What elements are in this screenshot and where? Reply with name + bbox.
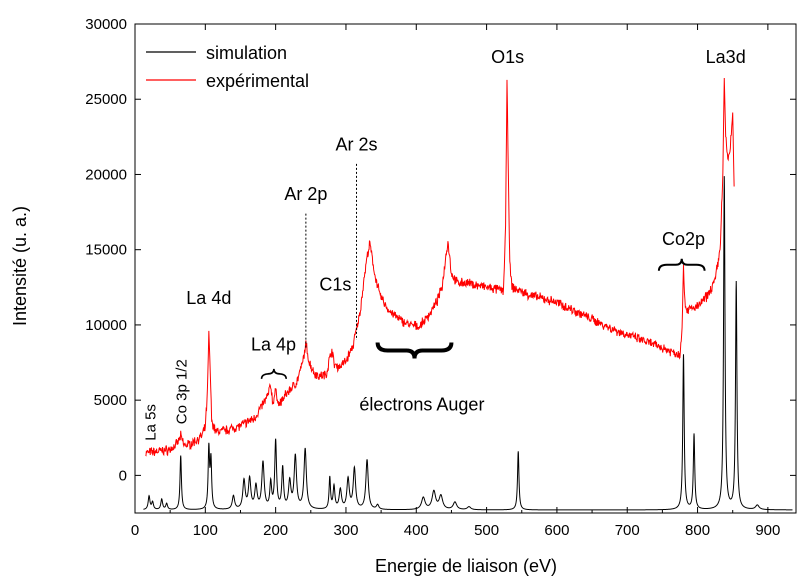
x-tick-label: 300: [333, 522, 358, 539]
y-tick-label: 25000: [85, 91, 127, 108]
annotation-label: Co2p: [662, 229, 705, 249]
y-tick-label: 15000: [85, 242, 127, 259]
co2p-brace: [657, 258, 706, 271]
annotation-label: Ar 2p: [284, 184, 327, 204]
y-tick-label: 30000: [85, 16, 127, 33]
x-tick-label: 900: [755, 522, 780, 539]
plot-frame: [134, 23, 797, 514]
x-tick-label: 500: [474, 522, 499, 539]
la4p-brace: [260, 368, 287, 379]
x-tick-label: 400: [404, 522, 429, 539]
y-tick-label: 0: [119, 467, 127, 484]
annotation-label: Ar 2s: [335, 134, 377, 154]
x-tick-label: 0: [131, 522, 139, 539]
x-tick-label: 200: [263, 522, 288, 539]
legend-label-experimental: expérimental: [206, 71, 309, 91]
y-tick-label: 5000: [94, 392, 127, 409]
legend: simulation expérimental: [146, 43, 309, 91]
x-tick-label: 700: [615, 522, 640, 539]
series-line-simulation: [143, 176, 793, 511]
x-tick-label: 600: [544, 522, 569, 539]
y-axis-title: Intensité (u. a.): [10, 206, 30, 326]
x-tick-label: 800: [685, 522, 710, 539]
annotation-label: La 5s: [142, 404, 159, 441]
legend-label-simulation: simulation: [206, 43, 287, 63]
y-tick-label: 10000: [85, 317, 127, 334]
annotation-label: C1s: [319, 274, 351, 294]
annotation-label: La 4d: [186, 288, 231, 308]
annotation-label: électrons Auger: [359, 395, 484, 415]
x-axis-title: Energie de liaison (eV): [375, 556, 557, 576]
annotation-label: Co 3p 1/2: [173, 359, 190, 424]
series-line-experimental: [145, 78, 735, 457]
annotation-label: O1s: [491, 47, 524, 67]
auger-brace: [375, 342, 454, 359]
annotation-label: La3d: [706, 47, 746, 67]
x-tick-label: 100: [193, 522, 218, 539]
annotation-label: La 4p: [251, 335, 296, 355]
y-tick-label: 20000: [85, 166, 127, 183]
